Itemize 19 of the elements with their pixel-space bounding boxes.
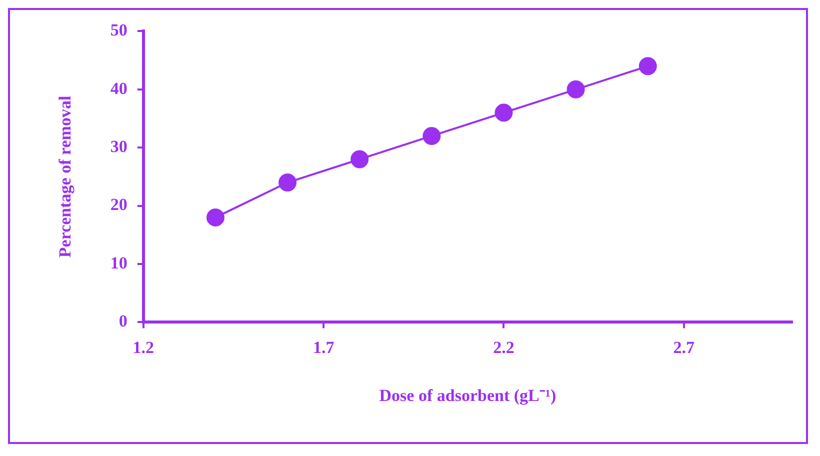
x-axis-title: Dose of adsorbent (gL⁻¹) [379, 386, 556, 406]
x-tick-label: 2.2 [493, 338, 514, 357]
y-tick-label: 10 [110, 253, 128, 272]
point [494, 104, 513, 122]
y-tick-label: 0 [118, 312, 128, 331]
point [422, 126, 441, 145]
y-tick-label: 50 [110, 20, 128, 40]
y-axis-title: Percentage of removal [56, 96, 75, 258]
y-tick-label: 20 [110, 195, 128, 214]
point [638, 57, 657, 76]
point [566, 80, 585, 98]
point [278, 174, 297, 192]
y-tick-label: 40 [110, 78, 128, 98]
point [350, 150, 369, 168]
x-tick-label: 1.7 [312, 338, 335, 357]
x-tick-label: 1.2 [132, 338, 154, 357]
x-tick-label: 2.7 [673, 338, 696, 357]
y-tick-label: 30 [110, 136, 128, 156]
point [206, 208, 224, 226]
